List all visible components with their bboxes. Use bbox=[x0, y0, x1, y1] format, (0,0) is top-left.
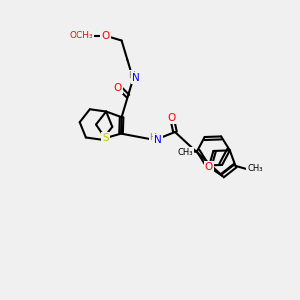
Text: O: O bbox=[168, 113, 176, 123]
Text: CH₃: CH₃ bbox=[247, 164, 262, 173]
Text: CH₃: CH₃ bbox=[177, 148, 193, 157]
Text: N: N bbox=[154, 135, 162, 145]
Text: S: S bbox=[102, 133, 109, 143]
Text: N: N bbox=[132, 73, 140, 83]
Text: O: O bbox=[205, 162, 213, 172]
Text: H: H bbox=[150, 133, 156, 142]
Text: O: O bbox=[101, 31, 110, 41]
Text: H: H bbox=[128, 71, 134, 80]
Text: O: O bbox=[113, 83, 122, 93]
Text: OCH₃: OCH₃ bbox=[70, 31, 93, 40]
